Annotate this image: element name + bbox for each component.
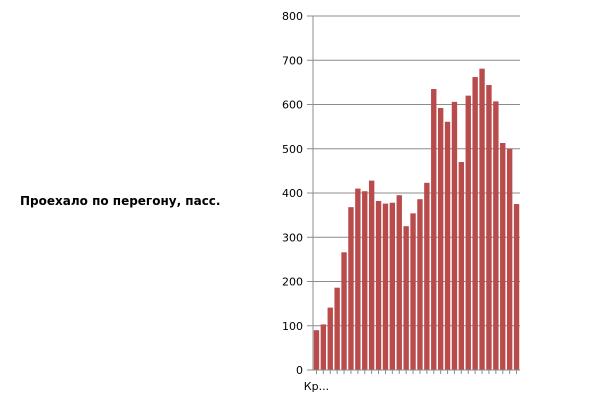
y-tick-label: 100	[282, 320, 303, 333]
bar	[431, 89, 437, 370]
bar	[320, 324, 327, 370]
y-tick-label: 500	[282, 143, 303, 156]
bar	[313, 330, 320, 370]
y-tick-label: 600	[282, 99, 303, 112]
bar	[355, 188, 361, 370]
y-tick-label: 700	[282, 54, 303, 67]
bar	[500, 142, 506, 370]
bar	[341, 252, 347, 370]
bar	[479, 68, 485, 370]
y-tick-labels: 0 100 200 300 400 500 600 700 800	[282, 10, 303, 377]
bar	[327, 307, 333, 370]
bar	[465, 95, 471, 371]
bar	[362, 191, 368, 370]
bar	[368, 180, 375, 370]
bar	[410, 213, 416, 370]
y-tick-label: 0	[296, 364, 303, 377]
x-tick-labels: Кр...	[304, 380, 329, 393]
y-tick-label: 400	[282, 187, 303, 200]
bar	[513, 204, 520, 370]
bar-series	[313, 68, 520, 371]
bar	[348, 207, 354, 370]
bar	[424, 182, 430, 370]
bar	[458, 162, 465, 370]
bar	[493, 101, 499, 370]
bar	[444, 121, 451, 370]
bar	[451, 101, 458, 370]
bar	[382, 203, 389, 370]
bar	[506, 148, 513, 370]
bar	[472, 77, 478, 370]
axes	[307, 16, 520, 374]
bar	[403, 226, 409, 370]
x-tick-label: Кр...	[304, 380, 329, 393]
bar	[389, 202, 396, 370]
bar	[417, 199, 423, 370]
bar	[396, 195, 402, 370]
y-tick-label: 300	[282, 231, 303, 244]
bar	[375, 200, 382, 370]
bar	[334, 287, 340, 370]
bar	[486, 85, 492, 370]
y-tick-label: 200	[282, 276, 303, 289]
y-tick-label: 800	[282, 10, 303, 23]
y-axis-label: Проехало по перегону, пасс.	[20, 194, 221, 208]
bar	[437, 108, 444, 370]
